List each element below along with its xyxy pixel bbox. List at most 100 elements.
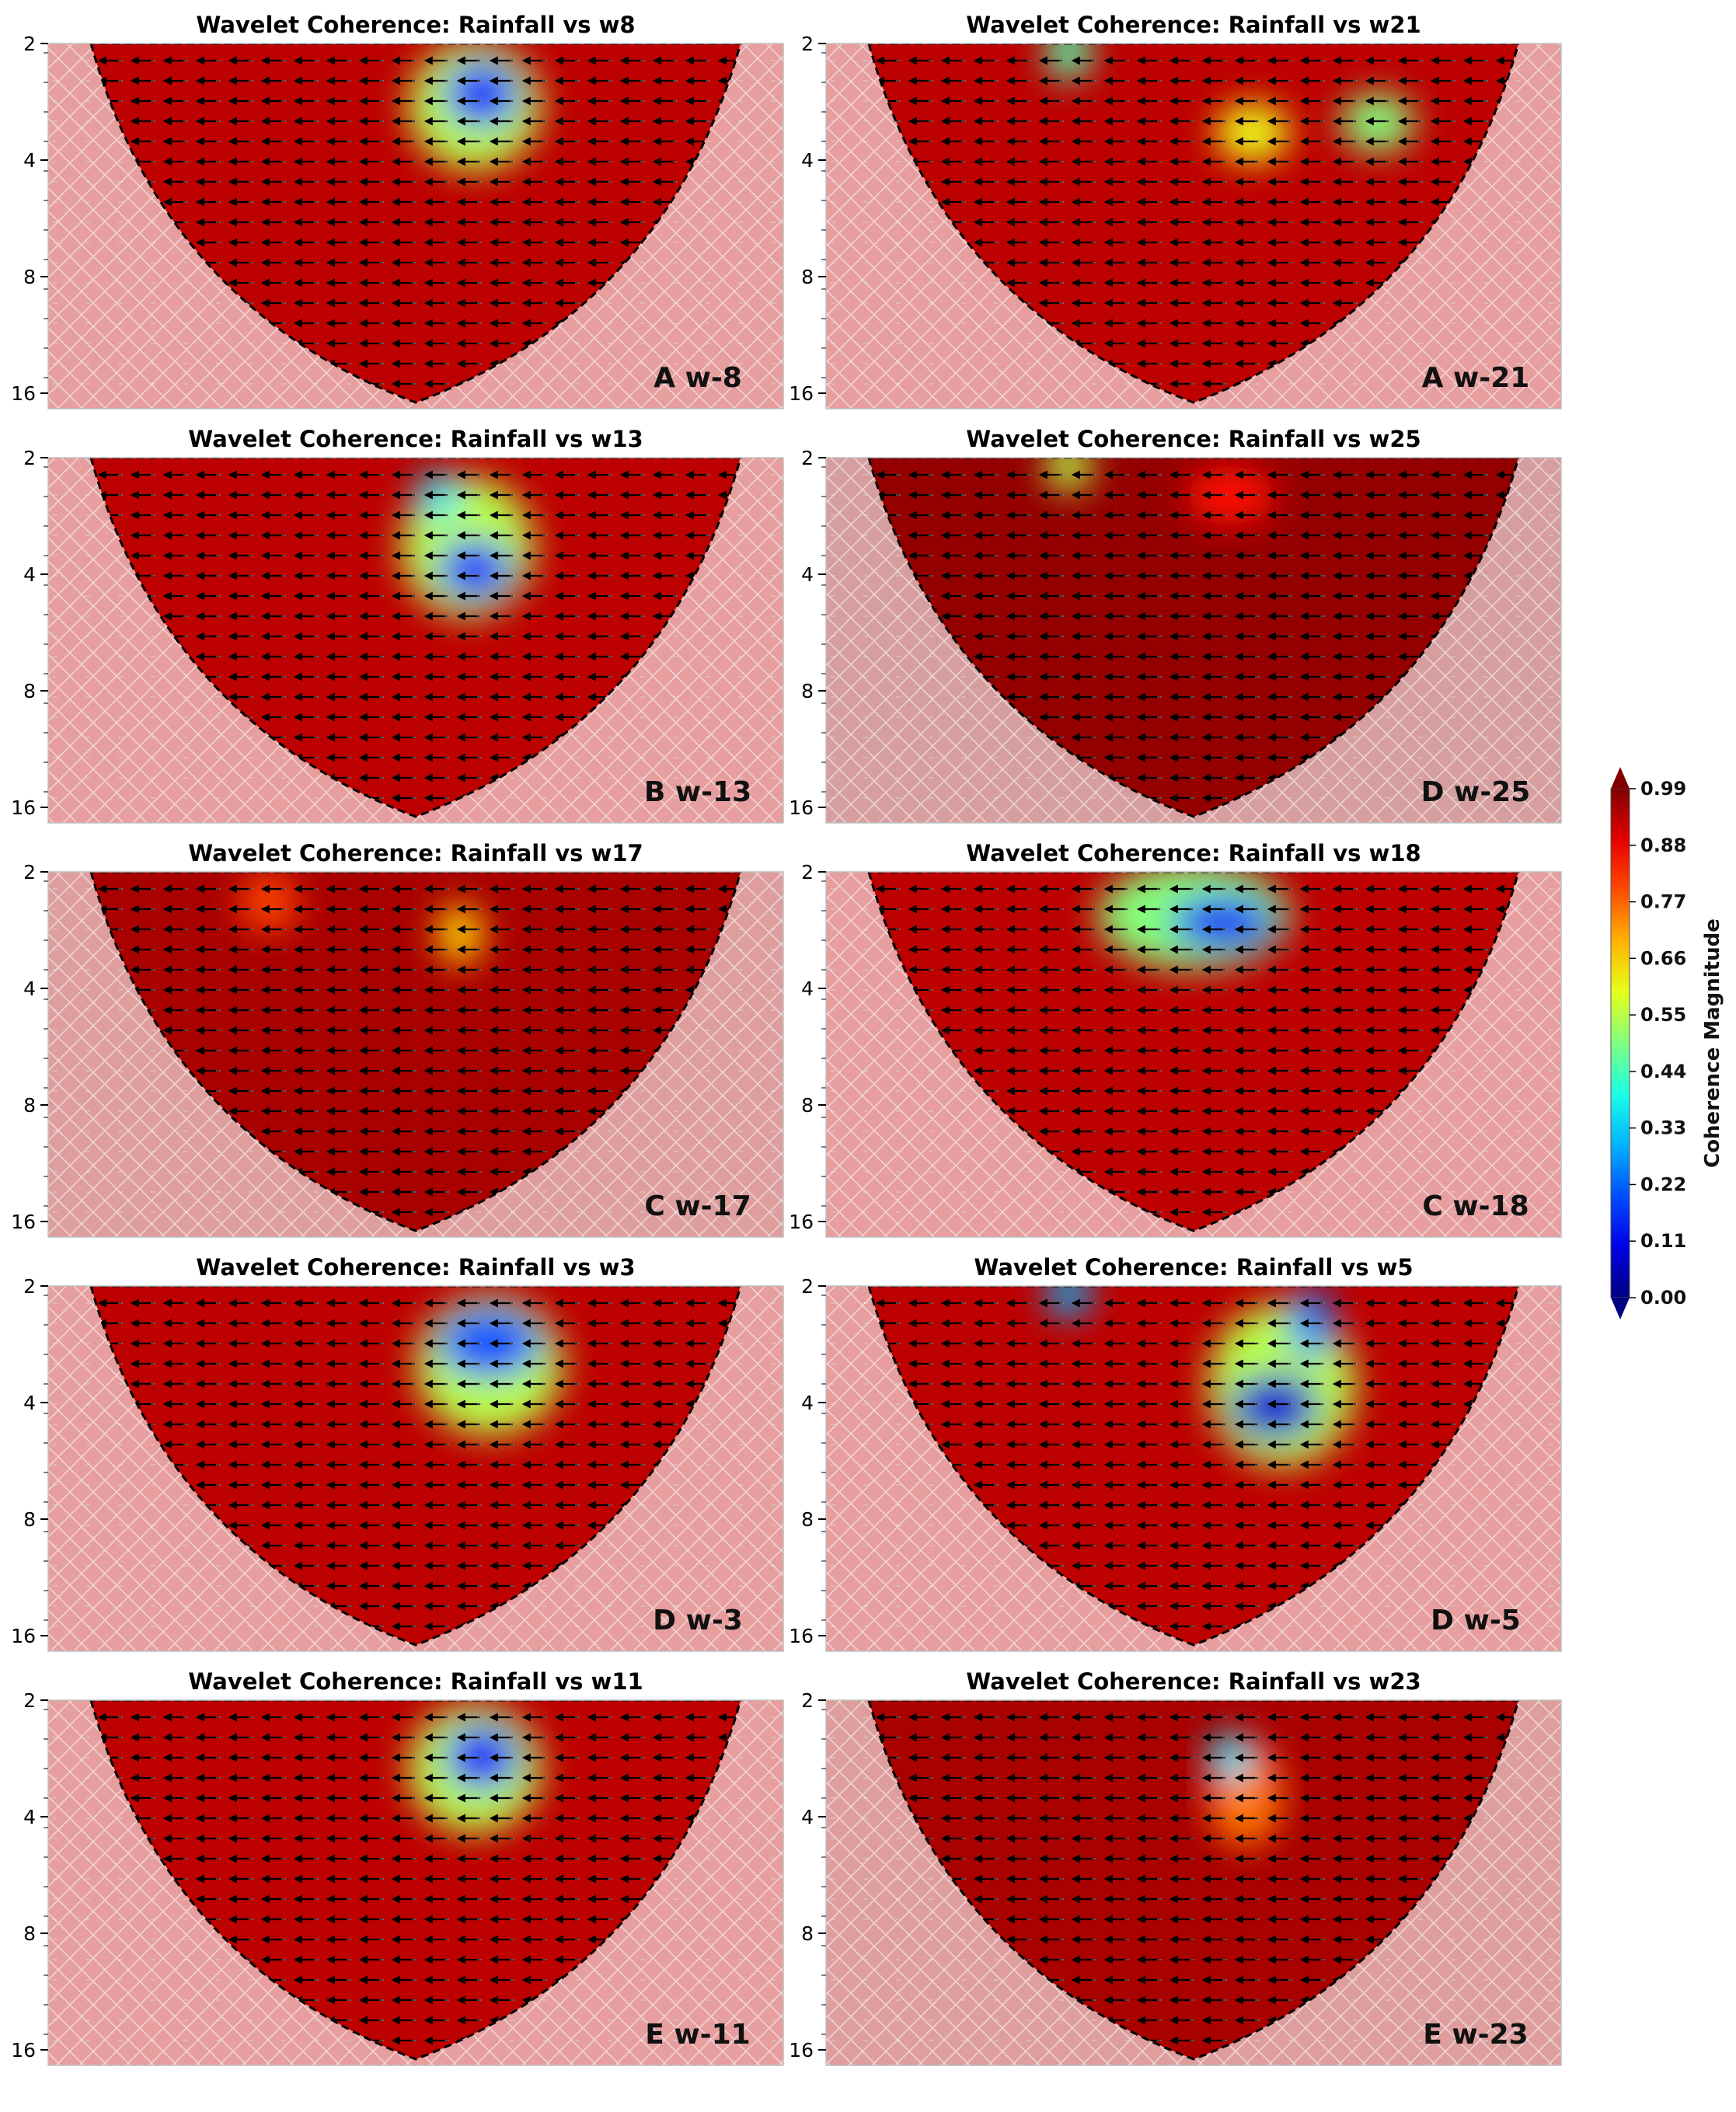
low-coherence-region <box>444 1723 519 1790</box>
panel-title: Wavelet Coherence: Rainfall vs w3 <box>196 1254 635 1281</box>
cone-of-influence-line <box>867 458 1520 818</box>
plot-area <box>826 872 1561 1237</box>
plot-frame <box>47 871 784 1238</box>
colorbar-tick-label: 0.66 <box>1640 947 1686 969</box>
y-tick-label: 8 <box>801 266 814 288</box>
colorbar-tick-label: 0.11 <box>1640 1230 1686 1252</box>
cone-of-influence-hatch <box>826 872 1561 1237</box>
panel-e-w-11: Wavelet Coherence: Rainfall vs w11 2 4 8 16 E… <box>11 1668 784 2066</box>
panel-c-w-18: Wavelet Coherence: Rainfall vs w18 2 4 8 16 C… <box>789 840 1562 1238</box>
plot-frame <box>47 1285 784 1652</box>
low-coherence-region <box>1046 1286 1091 1318</box>
y-tick-label: 16 <box>11 1211 36 1233</box>
plot-area <box>48 1700 783 2065</box>
panel-title: Wavelet Coherence: Rainfall vs w13 <box>188 426 643 452</box>
y-tick-label: 8 <box>23 266 36 288</box>
panel-tag: D w-25 <box>1421 776 1531 808</box>
colorbar-tick-label: 0.77 <box>1640 891 1686 913</box>
y-tick-label: 4 <box>801 1392 814 1414</box>
y-tick-label: 4 <box>801 978 814 1000</box>
phase-arrows-outside <box>831 60 1556 385</box>
low-coherence-region <box>437 904 483 964</box>
panel-d-w-25: Wavelet Coherence: Rainfall vs w25 2 4 8 16 D… <box>789 426 1562 824</box>
panel-title: Wavelet Coherence: Rainfall vs w23 <box>966 1668 1421 1695</box>
panel-tag: D w-5 <box>1431 1605 1521 1636</box>
panels-layer: Wavelet Coherence: Rainfall vs w8 2 4 8 16 A … <box>11 12 1562 2066</box>
plot-area <box>48 872 783 1237</box>
cone-of-influence-hatch <box>48 872 783 1237</box>
y-tick-label: 8 <box>801 680 814 702</box>
cone-of-influence-line <box>89 44 742 404</box>
phase-arrows-outside <box>53 60 779 385</box>
low-coherence-region <box>437 1307 541 1378</box>
y-tick-label: 4 <box>23 978 36 1000</box>
plot-area <box>48 44 783 409</box>
panel-tag: C w-18 <box>1422 1190 1529 1222</box>
cone-of-influence-hatch <box>826 458 1561 823</box>
y-tick-label: 2 <box>23 1689 36 1712</box>
coherence-blobs <box>1098 872 1289 969</box>
panel-a-w-21: Wavelet Coherence: Rainfall vs w21 2 4 8 16 A… <box>789 12 1562 410</box>
cone-of-influence-line <box>867 1700 1520 2061</box>
low-coherence-region <box>1208 1733 1253 1780</box>
y-tick-label: 2 <box>801 33 814 55</box>
coherence-blobs <box>1046 44 1414 162</box>
colorbar-tick-label: 0.44 <box>1640 1061 1686 1082</box>
panel-title: Wavelet Coherence: Rainfall vs w5 <box>974 1254 1413 1281</box>
y-tick-label: 16 <box>11 1625 36 1647</box>
colorbar-gradient <box>1610 788 1630 1298</box>
y-tick-label: 2 <box>23 33 36 55</box>
plot-area <box>826 1700 1561 2065</box>
low-coherence-region <box>437 541 511 600</box>
y-tick-label: 16 <box>789 796 814 819</box>
plot-frame <box>825 1699 1562 2066</box>
panel-a-w-8: Wavelet Coherence: Rainfall vs w8 2 4 8 16 A … <box>11 12 784 410</box>
phase-arrows-outside <box>831 888 1556 1213</box>
plot-area <box>826 1286 1561 1651</box>
low-coherence-region <box>1215 103 1289 162</box>
y-tick-label: 4 <box>801 563 814 586</box>
cone-of-influence-line <box>867 1286 1520 1647</box>
panel-tag: D w-3 <box>653 1605 743 1636</box>
cone-of-influence-hatch <box>48 1286 783 1651</box>
phase-arrows-outside <box>831 1302 1556 1627</box>
y-tick-label: 8 <box>23 1094 36 1117</box>
colorbar-max-extension <box>1611 767 1630 789</box>
plot-frame <box>825 871 1562 1238</box>
phase-arrows <box>97 56 741 389</box>
coherence-blobs <box>408 1704 541 1833</box>
low-coherence-region <box>1046 44 1091 82</box>
coherence-blobs <box>1046 458 1275 525</box>
cone-of-influence-line <box>89 1286 742 1647</box>
colorbar-tick-label: 0.88 <box>1640 835 1686 856</box>
colorbar-tick-label: 0.22 <box>1640 1173 1686 1195</box>
plot-frame <box>47 43 784 410</box>
cone-of-influence-hatch <box>826 1286 1561 1651</box>
colorbar-label: Coherence Magnitude <box>1701 918 1724 1168</box>
panel-tag: C w-17 <box>644 1190 751 1222</box>
y-tick-label: 2 <box>801 447 814 469</box>
panel-tag: B w-13 <box>644 776 751 808</box>
low-coherence-region <box>239 873 298 932</box>
y-tick-label: 16 <box>789 382 814 405</box>
colorbar-tick-label: 0.33 <box>1640 1117 1686 1139</box>
y-tick-label: 8 <box>23 1508 36 1531</box>
coherence-blobs <box>1208 1733 1282 1847</box>
y-tick-label: 4 <box>801 149 814 172</box>
panel-tag: E w-11 <box>645 2019 750 2051</box>
low-coherence-region <box>1046 458 1091 492</box>
y-tick-label: 8 <box>23 1922 36 1945</box>
colorbar-min-extension <box>1611 1298 1630 1319</box>
y-tick-label: 2 <box>23 447 36 469</box>
y-tick-label: 2 <box>801 1275 814 1298</box>
cone-of-influence-line <box>89 872 742 1232</box>
panel-b-w-13: Wavelet Coherence: Rainfall vs w13 2 4 8 16 B… <box>11 426 784 824</box>
low-coherence-region <box>1186 465 1275 525</box>
cone-of-influence-hatch <box>48 1700 783 2065</box>
low-coherence-region <box>444 61 519 127</box>
plot-frame <box>825 457 1562 824</box>
plot-frame <box>47 457 784 824</box>
y-tick-label: 4 <box>23 1806 36 1828</box>
cone-of-influence-line <box>867 44 1520 404</box>
